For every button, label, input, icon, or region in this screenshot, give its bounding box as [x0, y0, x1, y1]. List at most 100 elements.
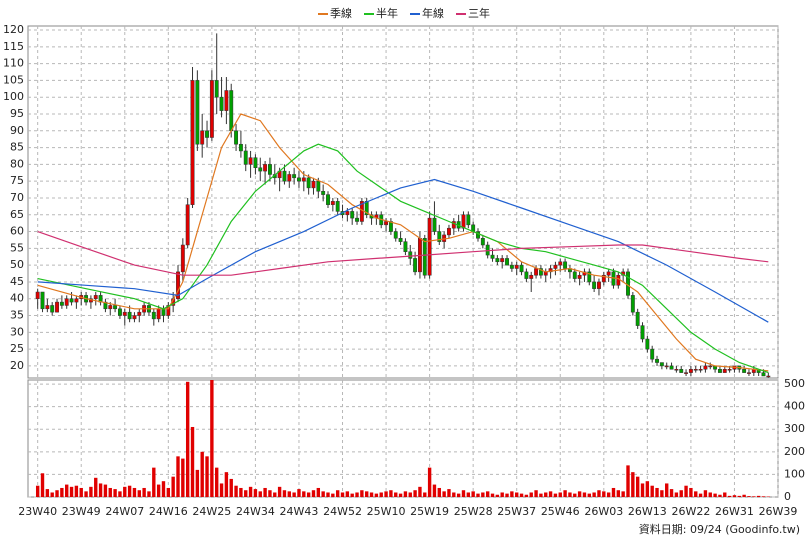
- candle-body: [664, 365, 669, 368]
- volume-bar: [442, 491, 446, 497]
- volume-bar: [239, 487, 243, 497]
- candle-body: [234, 130, 239, 145]
- candle-body: [495, 258, 500, 263]
- volume-bar: [89, 486, 93, 497]
- candle-body: [703, 365, 708, 370]
- x-tick-label: 25W10: [367, 505, 406, 518]
- candle-body: [413, 258, 418, 273]
- candle-body: [630, 295, 635, 313]
- candle-body: [166, 305, 171, 316]
- volume-bar: [548, 491, 553, 497]
- candle-body: [722, 369, 727, 373]
- volume-bar: [132, 487, 137, 497]
- candle-body: [292, 174, 297, 179]
- volume-tick-label: 200: [784, 445, 805, 458]
- candle-body: [538, 268, 543, 276]
- candle-body: [297, 177, 301, 182]
- volume-bar: [447, 489, 451, 497]
- candle-body: [403, 241, 408, 252]
- y-tick-label: 90: [10, 124, 24, 137]
- candle-body: [117, 308, 122, 316]
- volume-bar: [74, 485, 79, 497]
- volume-bar: [713, 493, 717, 497]
- y-tick-label: 55: [10, 241, 24, 254]
- x-tick-label: 23W40: [18, 505, 57, 518]
- candle-body: [35, 291, 40, 299]
- volume-bar: [321, 491, 325, 497]
- volume-bar: [195, 469, 200, 497]
- volume-bar: [573, 493, 577, 497]
- y-tick-label: 120: [3, 23, 24, 36]
- volume-bar: [229, 478, 233, 497]
- candle-body: [466, 214, 471, 226]
- volume-bar: [127, 485, 132, 497]
- volume-tick-label: 100: [784, 467, 805, 480]
- volume-bar: [345, 491, 350, 497]
- candle-body: [514, 264, 519, 269]
- candle-body: [708, 365, 713, 368]
- legend-label: 三年: [468, 6, 490, 20]
- volume-bar: [40, 473, 45, 497]
- volume-bar: [703, 490, 708, 497]
- volume-bar: [379, 492, 383, 497]
- volume-bar: [761, 496, 766, 497]
- volume-bar: [481, 492, 485, 497]
- candle-body: [122, 311, 127, 316]
- legend-label: 半年: [376, 6, 398, 20]
- candle-body: [679, 369, 684, 373]
- x-tick-label: 26W03: [584, 505, 623, 518]
- candle-body: [321, 191, 326, 195]
- y-tick-label: 110: [3, 57, 24, 70]
- y-tick-label: 70: [10, 191, 24, 204]
- volume-panel: [27, 379, 779, 498]
- candle-body: [301, 177, 306, 182]
- candle-body: [195, 80, 200, 145]
- volume-bar: [485, 491, 490, 497]
- volume-bar: [539, 493, 543, 497]
- volume-bar: [355, 492, 359, 497]
- volume-bar: [306, 492, 311, 497]
- volume-bar: [326, 492, 330, 497]
- candle-body: [766, 375, 771, 378]
- candle-body: [727, 369, 732, 371]
- y-tick-label: 25: [10, 342, 24, 355]
- volume-bar: [118, 491, 122, 497]
- volume-bar: [277, 486, 282, 497]
- candle-body: [330, 201, 335, 205]
- candle-body: [563, 261, 568, 269]
- y-tick-label: 85: [10, 141, 24, 154]
- candle-body: [447, 227, 451, 236]
- volume-tick-label: 400: [784, 400, 805, 413]
- volume-bar: [137, 490, 141, 497]
- y-tick-label: 105: [3, 73, 24, 86]
- volume-bar: [394, 492, 398, 497]
- candle-body: [355, 217, 359, 222]
- volume-bar: [418, 486, 422, 497]
- volume-bar: [374, 493, 379, 497]
- volume-bar: [413, 490, 417, 497]
- volume-bar: [248, 486, 253, 497]
- candle-body: [616, 274, 621, 286]
- volume-bar: [756, 495, 761, 497]
- volume-bar: [495, 494, 500, 497]
- candle-body: [437, 231, 442, 242]
- volume-bar: [626, 465, 630, 497]
- volume-bar: [253, 489, 258, 497]
- volume-bar: [669, 489, 674, 497]
- candle-body: [529, 274, 534, 279]
- candle-body: [645, 338, 650, 350]
- volume-bar: [389, 490, 393, 497]
- x-tick-label: 26W22: [671, 505, 710, 518]
- candle-body: [553, 264, 558, 269]
- volume-tick-label: 0: [784, 490, 791, 503]
- candle-body: [214, 80, 219, 98]
- candle-body: [50, 305, 55, 313]
- volume-bar: [156, 484, 161, 497]
- volume-bar: [176, 456, 180, 497]
- volume-bar: [665, 483, 669, 497]
- volume-bar: [423, 492, 427, 497]
- volume-bar: [490, 493, 495, 497]
- candle-body: [587, 271, 592, 283]
- volume-bar: [679, 490, 683, 497]
